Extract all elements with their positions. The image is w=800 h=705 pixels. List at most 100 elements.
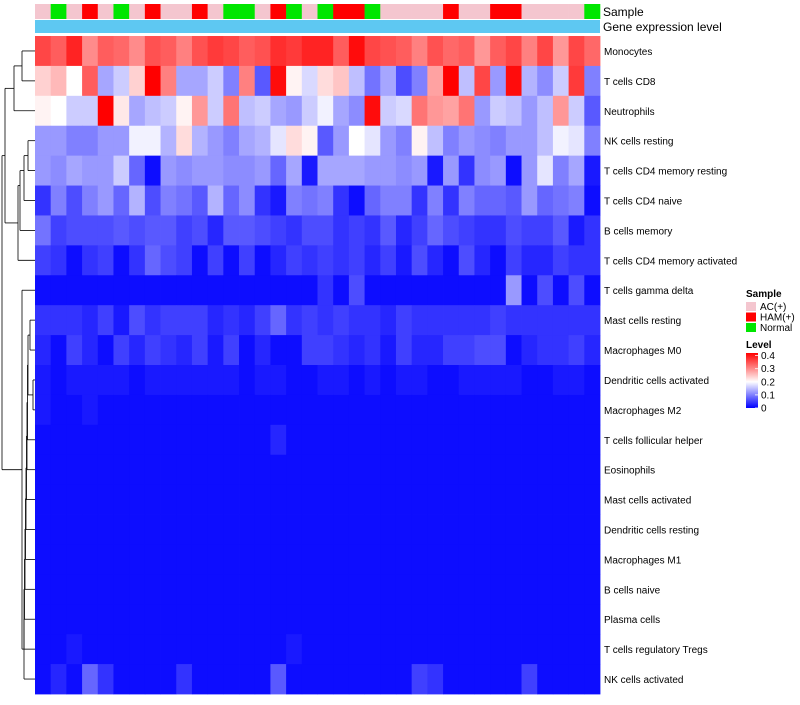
heatmap-cell bbox=[160, 125, 177, 157]
heatmap-cell bbox=[474, 544, 491, 575]
heatmap-cell bbox=[364, 215, 381, 246]
heatmap-cell bbox=[490, 634, 507, 665]
heatmap-cell bbox=[191, 185, 209, 216]
heatmap-cell bbox=[97, 574, 114, 605]
heatmap-cell bbox=[254, 574, 271, 605]
heatmap-cell bbox=[270, 365, 287, 396]
heatmap-cell bbox=[411, 664, 428, 695]
sample-annotation-cell bbox=[301, 4, 318, 19]
heatmap-cell bbox=[286, 36, 303, 67]
heatmap-cell bbox=[144, 664, 161, 695]
heatmap-cell bbox=[270, 335, 287, 366]
row-label: B cells naive bbox=[604, 585, 661, 596]
heatmap-cell bbox=[317, 484, 334, 515]
heatmap-cell bbox=[207, 574, 224, 605]
heatmap-cell bbox=[129, 634, 146, 665]
heatmap-cell bbox=[505, 365, 522, 396]
heatmap-cell bbox=[207, 514, 224, 545]
heatmap-cell bbox=[270, 604, 287, 635]
heatmap-cell bbox=[552, 305, 570, 336]
heatmap-cell bbox=[364, 305, 381, 336]
heatmap-cell bbox=[348, 484, 365, 515]
heatmap-cell bbox=[270, 185, 287, 216]
heatmap-cell bbox=[129, 185, 146, 216]
heatmap-cell bbox=[144, 95, 161, 127]
heatmap-cell bbox=[82, 155, 99, 186]
heatmap-cell bbox=[191, 574, 209, 605]
heatmap-cell bbox=[207, 305, 224, 336]
heatmap-cell bbox=[129, 305, 146, 336]
heatmap-cell bbox=[35, 514, 52, 545]
heatmap-cell bbox=[505, 185, 522, 216]
row-label: Dendritic cells resting bbox=[604, 526, 699, 537]
heatmap-cell bbox=[505, 544, 522, 575]
heatmap-cell bbox=[239, 394, 256, 426]
heatmap-cell bbox=[50, 424, 67, 456]
heatmap-cell bbox=[35, 604, 52, 635]
heatmap-cell bbox=[97, 275, 114, 306]
heatmap-cell bbox=[239, 305, 256, 336]
heatmap-cell bbox=[584, 664, 601, 695]
heatmap-cell bbox=[537, 275, 554, 306]
heatmap-cell bbox=[239, 574, 256, 605]
heatmap-cell bbox=[50, 394, 67, 426]
heatmap-cell bbox=[505, 574, 522, 605]
heatmap-cell bbox=[552, 604, 570, 635]
heatmap-cell bbox=[144, 424, 161, 456]
heatmap-cell bbox=[411, 95, 428, 127]
sample-legend: Sample AC(+)HAM(+)Normal bbox=[746, 289, 795, 334]
heatmap-cell bbox=[490, 514, 507, 545]
heatmap-cell bbox=[129, 424, 146, 456]
row-label: Macrophages M1 bbox=[604, 555, 682, 566]
heatmap-cell bbox=[82, 424, 99, 456]
heatmap-cell bbox=[395, 215, 413, 246]
heatmap-cell bbox=[490, 215, 507, 246]
heatmap-cell bbox=[286, 604, 303, 635]
heatmap-cell bbox=[537, 36, 554, 67]
heatmap-cell bbox=[380, 275, 397, 306]
heatmap-cell bbox=[176, 634, 193, 665]
heatmap-cell bbox=[144, 125, 161, 157]
heatmap-cell bbox=[584, 514, 601, 545]
heatmap-cell bbox=[301, 155, 318, 186]
heatmap-cell bbox=[474, 305, 491, 336]
heatmap-cell bbox=[317, 65, 334, 97]
heatmap-cell bbox=[443, 335, 460, 366]
heatmap-cell bbox=[427, 454, 444, 486]
heatmap-cell bbox=[66, 185, 83, 216]
heatmap-cell bbox=[35, 544, 52, 575]
sample-legend-swatch bbox=[746, 302, 756, 311]
heatmap-cell bbox=[82, 65, 99, 97]
heatmap-cell bbox=[270, 484, 287, 515]
heatmap-cell bbox=[537, 574, 554, 605]
heatmap-cell bbox=[254, 215, 271, 246]
heatmap-cell bbox=[537, 424, 554, 456]
heatmap-cell bbox=[552, 155, 570, 186]
heatmap-cell bbox=[254, 544, 271, 575]
heatmap-cell bbox=[584, 36, 601, 67]
heatmap-cell bbox=[160, 514, 177, 545]
heatmap-cell bbox=[584, 245, 601, 276]
heatmap-cell bbox=[490, 155, 507, 186]
heatmap-cell bbox=[129, 335, 146, 366]
heatmap-cell bbox=[333, 305, 350, 336]
heatmap-cell bbox=[333, 424, 350, 456]
heatmap-cell bbox=[286, 514, 303, 545]
row-label: T cells CD4 memory activated bbox=[604, 256, 737, 267]
heatmap-cell bbox=[270, 454, 287, 486]
heatmap-cell bbox=[207, 365, 224, 396]
heatmap-cell bbox=[113, 305, 130, 336]
sample-annotation-cell bbox=[270, 4, 287, 19]
heatmap-cell bbox=[239, 634, 256, 665]
heatmap-cell bbox=[270, 634, 287, 665]
heatmap-cell bbox=[380, 604, 397, 635]
heatmap-cell bbox=[35, 484, 52, 515]
heatmap-cell bbox=[82, 484, 99, 515]
heatmap-cell bbox=[286, 454, 303, 486]
heatmap-cell bbox=[50, 185, 67, 216]
heatmap-cell bbox=[254, 394, 271, 426]
heatmap-cell bbox=[254, 155, 271, 186]
heatmap-cell bbox=[129, 574, 146, 605]
heatmap-cell bbox=[584, 424, 601, 456]
heatmap-cell bbox=[348, 185, 365, 216]
